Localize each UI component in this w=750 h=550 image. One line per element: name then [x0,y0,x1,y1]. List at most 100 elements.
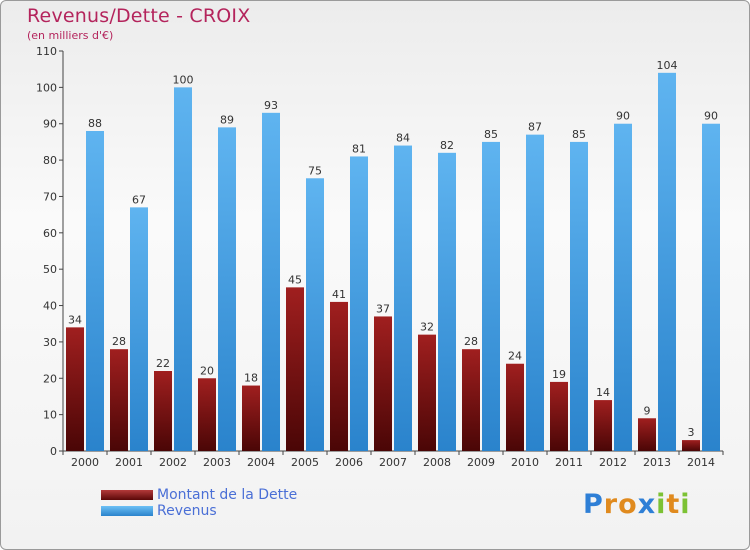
bar-debt [418,334,436,451]
x-tick-label: 2013 [643,456,671,469]
data-label-debt: 34 [68,313,82,326]
x-tick-label: 2010 [511,456,539,469]
bar-debt [462,349,480,451]
bar-revenus [394,145,412,451]
data-label-debt: 32 [420,321,434,334]
data-label-revenus: 100 [173,73,194,86]
logo-letter: i [680,489,691,520]
x-tick-label: 2003 [203,456,231,469]
y-tick-label: 100 [36,81,57,94]
bar-revenus [350,156,368,452]
logo-letter: o [618,489,638,520]
data-label-revenus: 104 [657,59,678,72]
x-tick-label: 2009 [467,456,495,469]
x-tick-label: 2000 [71,456,99,469]
data-label-revenus: 90 [704,110,718,123]
data-label-debt: 24 [508,350,522,363]
y-tick-label: 0 [50,445,57,458]
data-label-debt: 18 [244,372,258,385]
x-tick-label: 2005 [291,456,319,469]
data-label-revenus: 75 [308,164,322,177]
bar-revenus [438,152,456,451]
y-tick-label: 80 [43,154,57,167]
bar-revenus [702,123,720,452]
bar-debt [286,287,304,451]
data-label-debt: 28 [464,335,478,348]
data-label-debt: 45 [288,273,302,286]
data-label-revenus: 88 [88,117,102,130]
data-label-debt: 20 [200,364,214,377]
logo-letter: P [583,489,604,520]
bar-debt [242,385,260,451]
data-label-debt: 37 [376,302,390,315]
data-label-revenus: 84 [396,132,410,145]
y-tick-label: 110 [36,45,57,58]
bar-revenus [306,178,324,452]
x-tick-label: 2002 [159,456,187,469]
data-label-revenus: 85 [572,128,586,141]
proxiti-logo: Proxiti [583,489,691,520]
data-label-revenus: 90 [616,110,630,123]
bar-debt [550,381,568,451]
data-label-revenus: 93 [264,99,278,112]
bar-revenus [614,123,632,452]
bar-revenus [130,207,148,451]
data-label-debt: 14 [596,386,610,399]
logo-letter: i [656,489,667,520]
x-tick-label: 2014 [687,456,715,469]
data-label-revenus: 81 [352,142,366,155]
y-tick-label: 60 [43,227,57,240]
data-label-debt: 28 [112,335,126,348]
data-label-revenus: 67 [132,193,146,206]
y-tick-label: 30 [43,336,57,349]
chart-title: Revenus/Dette - CROIX [27,5,251,27]
bar-debt [198,378,216,451]
data-labels: 3488286722100208918934575418137843282288… [68,59,718,439]
x-tick-label: 2012 [599,456,627,469]
x-tick-label: 2011 [555,456,583,469]
y-axis-ticks: 0 10 20 30 40 50 60 70 80 90 100 110 [36,45,63,458]
bar-debt [506,363,524,451]
bar-revenus [262,112,280,452]
data-label-debt: 9 [644,404,651,417]
bar-debt [682,440,700,451]
data-label-revenus: 82 [440,139,454,152]
axes [62,51,723,452]
bar-debt [66,327,84,451]
bar-debt [110,349,128,451]
x-tick-label: 2008 [423,456,451,469]
bar-revenus [174,87,192,451]
data-label-revenus: 87 [528,121,542,134]
legend-swatch-revenus [101,506,153,516]
x-tick-label: 2004 [247,456,275,469]
bar-debt [330,301,348,451]
logo-letter: x [637,489,657,520]
data-label-revenus: 85 [484,128,498,141]
logo-letter: r [603,489,619,520]
legend-label-revenus: Revenus [157,503,217,519]
bar-debt [154,371,172,451]
y-tick-label: 70 [43,190,57,203]
bar-revenus [658,72,676,452]
bar-revenus [86,131,104,451]
data-label-debt: 41 [332,288,346,301]
logo-letter: t [666,489,681,520]
data-label-revenus: 89 [220,113,234,126]
bars [66,72,720,452]
data-label-debt: 3 [688,426,695,439]
chart-subtitle: (en milliers d'€) [27,29,114,42]
bar-revenus [218,127,236,451]
x-tick-label: 2006 [335,456,363,469]
bar-debt [594,400,612,451]
bar-debt [374,316,392,451]
legend-swatch-debt [101,490,153,500]
bar-revenus [526,134,544,452]
x-axis-ticks: 2000 2001 2002 2003 2004 2005 2006 2007 2008 2009… [62,451,724,469]
y-tick-label: 20 [43,372,57,385]
y-tick-label: 50 [43,263,57,276]
y-tick-label: 40 [43,300,57,313]
x-tick-label: 2001 [115,456,143,469]
y-tick-label: 90 [43,118,57,131]
